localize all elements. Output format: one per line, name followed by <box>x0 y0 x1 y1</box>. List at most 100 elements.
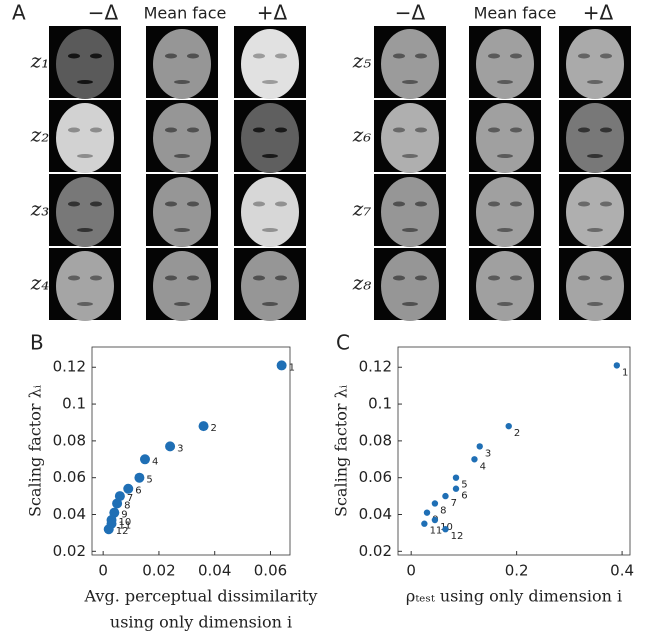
face <box>381 103 439 173</box>
data-point <box>139 454 150 465</box>
eye <box>393 275 405 281</box>
column-header: +Δ <box>583 1 614 25</box>
y-tick-label: 0.1 <box>62 395 86 413</box>
eye <box>578 127 590 133</box>
eye <box>275 127 287 133</box>
data-point <box>276 360 287 371</box>
mouth <box>77 228 93 232</box>
point-label: 12 <box>116 526 129 537</box>
point-label: 4 <box>480 461 486 472</box>
face <box>476 29 534 99</box>
eye <box>165 201 177 207</box>
mouth <box>587 80 603 84</box>
point-label: 2 <box>211 423 217 434</box>
face <box>566 103 624 173</box>
mouth <box>262 228 278 232</box>
mouth <box>497 80 513 84</box>
mouth <box>402 302 418 306</box>
point-label: 3 <box>177 443 183 454</box>
column-header: Mean face <box>474 4 557 23</box>
eye <box>187 53 199 59</box>
face <box>241 103 299 173</box>
mouth <box>587 228 603 232</box>
point-label: 3 <box>485 448 491 459</box>
eye <box>165 127 177 133</box>
y-axis-label: Scaling factor λᵢ <box>26 385 45 517</box>
point-label: 5 <box>146 475 152 486</box>
face <box>476 103 534 173</box>
eye <box>187 201 199 207</box>
mouth <box>402 80 418 84</box>
point-label: 8 <box>124 500 130 511</box>
eye <box>393 201 405 207</box>
panel-label: A <box>12 1 26 25</box>
data-point <box>103 524 114 535</box>
data-point <box>452 474 460 481</box>
face <box>381 29 439 99</box>
mouth <box>174 302 190 306</box>
eye <box>68 201 80 207</box>
point-label: 6 <box>461 491 467 502</box>
eye <box>510 201 522 207</box>
face <box>153 251 211 321</box>
point-label: 7 <box>451 498 457 509</box>
data-point <box>112 498 123 509</box>
mouth <box>402 154 418 158</box>
column-header: −Δ <box>395 1 426 25</box>
eye <box>415 201 427 207</box>
face <box>381 251 439 321</box>
mouth <box>174 80 190 84</box>
data-point <box>505 422 512 430</box>
face <box>56 103 114 173</box>
x-tick-label: 0.4 <box>610 562 634 580</box>
data-point <box>134 472 145 483</box>
face <box>56 29 114 99</box>
x-tick-label: 0.2 <box>505 562 529 580</box>
column-header: +Δ <box>257 1 288 25</box>
point-label: 6 <box>135 486 141 497</box>
eye <box>488 275 500 281</box>
face <box>56 251 114 321</box>
y-tick-label: 0.08 <box>359 431 392 449</box>
point-label: 8 <box>440 505 446 516</box>
eye <box>165 275 177 281</box>
mouth <box>402 228 418 232</box>
data-point <box>452 485 460 492</box>
eye <box>600 275 612 281</box>
mouth <box>587 302 603 306</box>
face <box>153 103 211 173</box>
x-tick-label: 0 <box>406 562 416 580</box>
data-point <box>198 421 209 432</box>
mouth <box>497 228 513 232</box>
data-point <box>431 516 439 524</box>
point-label: 10 <box>119 517 132 528</box>
eye <box>510 53 522 59</box>
eye <box>275 201 287 207</box>
data-point <box>442 492 449 500</box>
eye <box>488 53 500 59</box>
point-label: 7 <box>127 493 133 504</box>
mouth <box>77 154 93 158</box>
panel-label: B <box>30 331 44 355</box>
face <box>381 177 439 247</box>
row-label: z₂ <box>30 123 50 147</box>
data-point <box>476 443 483 450</box>
y-tick-label: 0.04 <box>53 505 86 523</box>
x-axis-label: using only dimension i <box>110 613 292 632</box>
face <box>241 177 299 247</box>
point-label: 11 <box>119 521 132 532</box>
y-tick-label: 0.02 <box>53 542 86 560</box>
data-point <box>613 362 621 369</box>
x-axis-label: ρₜₑₛₜ using only dimension i <box>406 587 622 606</box>
eye <box>253 201 265 207</box>
row-label: z₇ <box>352 197 372 221</box>
mouth <box>174 228 190 232</box>
x-tick-label: 0.02 <box>142 562 175 580</box>
face <box>241 29 299 99</box>
data-point <box>165 441 176 452</box>
face <box>241 251 299 321</box>
point-label: 1 <box>622 367 628 378</box>
y-tick-label: 0.08 <box>53 431 86 449</box>
eye <box>187 127 199 133</box>
